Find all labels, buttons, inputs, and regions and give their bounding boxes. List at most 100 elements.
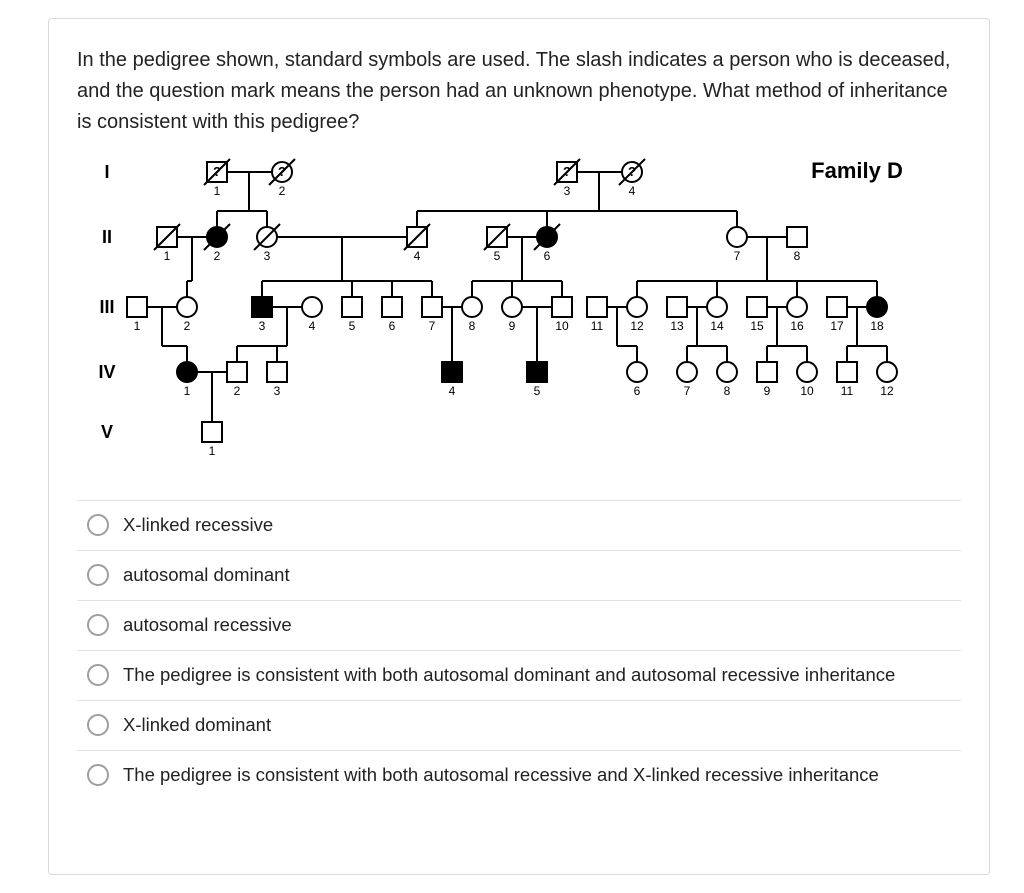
pedigree-figure: IIIIIIIVVFamily D?1?2?3?4123456781234567… — [97, 152, 961, 462]
question-card: In the pedigree shown, standard symbols … — [48, 18, 990, 875]
individual-number: 3 — [259, 319, 266, 333]
individual-number: 1 — [134, 319, 141, 333]
pedigree-male — [227, 362, 247, 382]
pedigree-female — [717, 362, 737, 382]
radio-icon[interactable] — [87, 714, 109, 736]
individual-number: 6 — [389, 319, 396, 333]
pedigree-male — [202, 422, 222, 442]
opt-both-recessive-x-recessive[interactable]: The pedigree is consistent with both aut… — [77, 751, 961, 800]
individual-number: 9 — [509, 319, 516, 333]
radio-icon[interactable] — [87, 764, 109, 786]
radio-icon[interactable] — [87, 564, 109, 586]
pedigree-male — [442, 362, 462, 382]
generation-label: II — [102, 227, 112, 247]
individual-number: 4 — [449, 384, 456, 398]
individual-number: 8 — [724, 384, 731, 398]
individual-number: 5 — [349, 319, 356, 333]
individual-number: 7 — [734, 249, 741, 263]
pedigree-female — [707, 297, 727, 317]
option-label: X-linked recessive — [123, 513, 273, 538]
pedigree-female — [787, 297, 807, 317]
pedigree-male — [342, 297, 362, 317]
individual-number: 18 — [870, 319, 884, 333]
opt-x-recessive[interactable]: X-linked recessive — [77, 500, 961, 551]
individual-number: 6 — [634, 384, 641, 398]
individual-number: 10 — [800, 384, 814, 398]
individual-number: 9 — [764, 384, 771, 398]
individual-number: 12 — [880, 384, 894, 398]
option-label: autosomal recessive — [123, 613, 292, 638]
opt-x-dominant[interactable]: X-linked dominant — [77, 701, 961, 751]
individual-number: 7 — [684, 384, 691, 398]
generation-label: III — [99, 297, 114, 317]
pedigree-male — [757, 362, 777, 382]
individual-number: 2 — [214, 249, 221, 263]
question-text: In the pedigree shown, standard symbols … — [77, 45, 961, 138]
pedigree-female — [177, 362, 197, 382]
pedigree-male — [422, 297, 442, 317]
pedigree-female — [867, 297, 887, 317]
pedigree-male — [747, 297, 767, 317]
pedigree-male — [587, 297, 607, 317]
individual-number: 2 — [279, 184, 286, 198]
pedigree-male — [827, 297, 847, 317]
pedigree-female — [627, 362, 647, 382]
individual-number: 5 — [534, 384, 541, 398]
pedigree-female — [677, 362, 697, 382]
individual-number: 6 — [544, 249, 551, 263]
individual-number: 4 — [414, 249, 421, 263]
pedigree-female — [502, 297, 522, 317]
individual-number: 3 — [564, 184, 571, 198]
generation-label: I — [104, 162, 109, 182]
individual-number: 14 — [710, 319, 724, 333]
pedigree-male — [552, 297, 572, 317]
individual-number: 4 — [309, 319, 316, 333]
pedigree-male — [252, 297, 272, 317]
pedigree-male — [667, 297, 687, 317]
pedigree-female — [727, 227, 747, 247]
generation-label: IV — [98, 362, 115, 382]
option-label: autosomal dominant — [123, 563, 290, 588]
individual-number: 4 — [629, 184, 636, 198]
individual-number: 15 — [750, 319, 764, 333]
individual-number: 11 — [591, 319, 604, 333]
individual-number: 3 — [264, 249, 271, 263]
pedigree-female — [797, 362, 817, 382]
pedigree-female — [302, 297, 322, 317]
individual-number: 1 — [214, 184, 221, 198]
individual-number: 1 — [164, 249, 171, 263]
individual-number: 8 — [469, 319, 476, 333]
family-label: Family D — [811, 158, 903, 183]
pedigree-female — [627, 297, 647, 317]
individual-number: 1 — [209, 444, 216, 458]
radio-icon[interactable] — [87, 664, 109, 686]
individual-number: 11 — [841, 384, 854, 398]
pedigree-male — [787, 227, 807, 247]
answer-options: X-linked recessive autosomal dominant auto… — [77, 500, 961, 800]
option-label: X-linked dominant — [123, 713, 271, 738]
pedigree-male — [267, 362, 287, 382]
pedigree-male — [127, 297, 147, 317]
individual-number: 1 — [184, 384, 191, 398]
option-label: The pedigree is consistent with both aut… — [123, 663, 895, 688]
opt-auto-dominant[interactable]: autosomal dominant — [77, 551, 961, 601]
individual-number: 13 — [670, 319, 684, 333]
radio-icon[interactable] — [87, 614, 109, 636]
individual-number: 5 — [494, 249, 501, 263]
generation-label: V — [101, 422, 113, 442]
opt-both-dominant-recessive[interactable]: The pedigree is consistent with both aut… — [77, 651, 961, 701]
pedigree-male — [382, 297, 402, 317]
individual-number: 17 — [830, 319, 844, 333]
pedigree-female — [177, 297, 197, 317]
opt-auto-recessive[interactable]: autosomal recessive — [77, 601, 961, 651]
pedigree-female — [877, 362, 897, 382]
individual-number: 10 — [555, 319, 569, 333]
pedigree-female — [462, 297, 482, 317]
individual-number: 2 — [234, 384, 241, 398]
individual-number: 16 — [790, 319, 804, 333]
individual-number: 2 — [184, 319, 191, 333]
pedigree-male — [837, 362, 857, 382]
radio-icon[interactable] — [87, 514, 109, 536]
individual-number: 8 — [794, 249, 801, 263]
individual-number: 7 — [429, 319, 436, 333]
